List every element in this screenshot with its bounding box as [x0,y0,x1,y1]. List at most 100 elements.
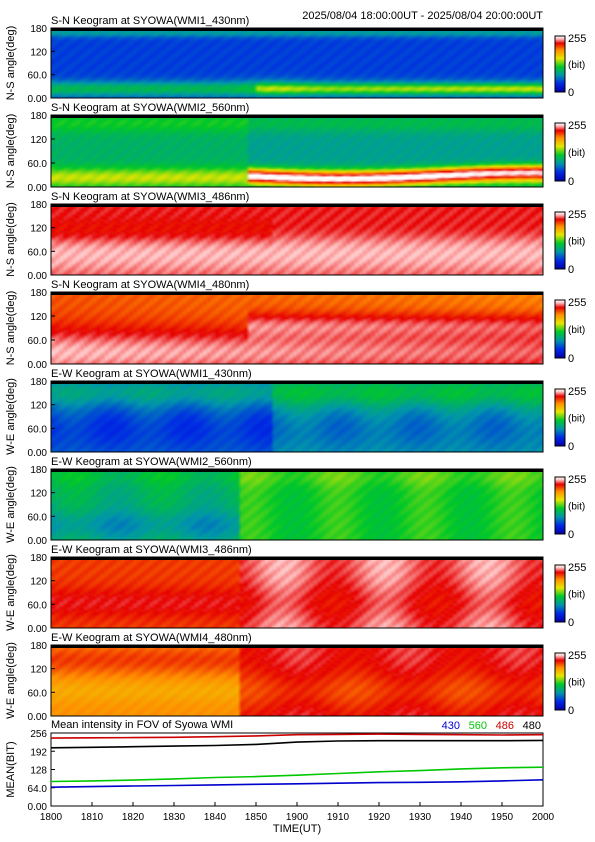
colorbar-unit-label: (bit) [568,590,585,601]
y-tick-label: 180 [30,465,47,476]
keogram-heatmap [51,557,543,628]
colorbar-unit-label: (bit) [568,414,585,425]
x-tick-label: 1920 [368,812,391,823]
panel-title: E-W Keogram at SYOWA(WMI1_430nm) [51,368,252,380]
data-gap-strip [51,204,543,207]
y-tick-label: 60.0 [28,159,48,170]
x-tick-label: 1940 [450,812,473,823]
keogram-panel: S-N Keogram at SYOWA(WMI4_480nm) 0.00 60.0… [5,279,586,371]
keogram-panel: S-N Keogram at SYOWA(WMI2_560nm) 0.00 60.0… [5,102,586,194]
y-tick-label: 180 [30,553,47,564]
keogram-heatmap [51,469,543,540]
y-tick-label: 180 [30,377,47,388]
y-tick-label: 0.00 [28,271,48,282]
mean-intensity-plot: Mean intensity in FOV of Syowa WMI 0.00 64… [5,719,555,835]
y-tick-label: 180 [30,24,47,35]
x-tick-label: 1910 [327,812,350,823]
panel-title: E-W Keogram at SYOWA(WMI2_560nm) [51,456,252,468]
colorbar-max-label: 255 [568,209,586,221]
x-tick-label: 1810 [81,812,104,823]
y-tick-label: 60.0 [28,688,48,699]
mean-plot-title: Mean intensity in FOV of Syowa WMI [51,719,233,731]
time-range-label: 2025/08/04 18:00:00UT - 2025/08/04 20:00… [302,10,543,22]
legend-entry-480: 480 [523,720,541,732]
panel-frame [50,27,544,99]
y-axis-label: W-E angle(deg) [5,378,17,455]
y-axis-label: MEAN(BIT) [5,741,17,797]
colorbar [554,35,566,93]
colorbar-min-label: 0 [568,176,574,188]
y-tick-label: 120 [30,312,47,323]
keogram-panel: S-N Keogram at SYOWA(WMI3_486nm) 0.00 60.0… [5,191,586,282]
y-tick-label: 180 [30,641,47,652]
colorbar [554,388,566,447]
y-tick-label: 0.00 [28,802,48,813]
panel-title: S-N Keogram at SYOWA(WMI4_480nm) [51,279,249,291]
y-axis-label: W-E angle(deg) [5,466,17,543]
data-gap-strip [51,381,543,384]
y-tick-label: 0.00 [28,94,48,105]
y-axis-label: W-E angle(deg) [5,642,17,719]
x-tick-label: 1820 [122,812,145,823]
legend-entry-486: 486 [496,720,514,732]
y-tick-label: 180 [30,200,47,211]
y-tick-label: 120 [30,489,47,500]
colorbar [554,211,566,270]
y-axis-label: N-S angle(deg) [5,26,17,101]
data-gap-strip [51,557,543,560]
colorbar [554,122,566,182]
y-tick-label: 120 [30,665,47,676]
x-tick-label: 1930 [409,812,432,823]
colorbar-unit-label: (bit) [568,325,585,336]
colorbar-min-label: 0 [568,529,574,541]
y-tick-label: 60.0 [28,424,48,435]
legend-entry-430: 430 [442,720,460,732]
x-axis-label: TIME(UT) [273,823,321,835]
colorbar-min-label: 0 [568,87,574,99]
keogram-heatmap [51,115,543,187]
mean-plot-frame [50,732,544,807]
colorbar-min-label: 0 [568,705,574,717]
y-tick-label: 60.0 [28,247,48,258]
series-line-486 [50,733,544,739]
x-tick-label: 1830 [163,812,186,823]
y-axis-label: N-S angle(deg) [5,202,17,277]
y-tick-label: 256 [30,729,47,740]
keogram-heatmap [51,292,543,364]
series-line-560 [50,766,544,783]
y-axis-label: N-S angle(deg) [5,291,17,366]
colorbar-unit-label: (bit) [568,60,585,71]
keogram-panels: S-N Keogram at SYOWA(WMI1_430nm) 0.00 60.0… [5,15,586,723]
panel-frame [50,291,544,365]
panel-frame [50,203,544,276]
keogram-heatmap [51,204,543,275]
keogram-heatmap [51,645,543,716]
colorbar-min-label: 0 [568,264,574,276]
y-tick-label: 0.00 [28,183,48,194]
x-tick-label: 1900 [286,812,309,823]
y-tick-label: 120 [30,401,47,412]
y-tick-label: 60.0 [28,336,48,347]
colorbar-max-label: 255 [568,33,586,45]
panel-title: E-W Keogram at SYOWA(WMI4_480nm) [51,632,252,644]
series-line-430 [50,779,544,788]
x-tick-label: 1850 [245,812,268,823]
data-gap-strip [51,645,543,648]
keogram-heatmap [51,28,543,98]
keogram-panel: E-W Keogram at SYOWA(WMI2_560nm) 0.00 60.0… [5,456,586,547]
y-tick-label: 0.00 [28,712,48,723]
x-tick-label: 1950 [491,812,514,823]
y-tick-label: 120 [30,47,47,58]
legend-entry-560: 560 [469,720,487,732]
y-tick-label: 120 [30,224,47,235]
colorbar [554,299,566,359]
colorbar-unit-label: (bit) [568,678,585,689]
panel-frame [50,468,544,541]
y-tick-label: 0.00 [28,624,48,635]
y-tick-label: 64.0 [28,784,48,795]
keogram-panel: S-N Keogram at SYOWA(WMI1_430nm) 0.00 60.0… [5,15,586,105]
panel-frame [50,380,544,453]
colorbar-unit-label: (bit) [568,237,585,248]
colorbar [554,564,566,623]
